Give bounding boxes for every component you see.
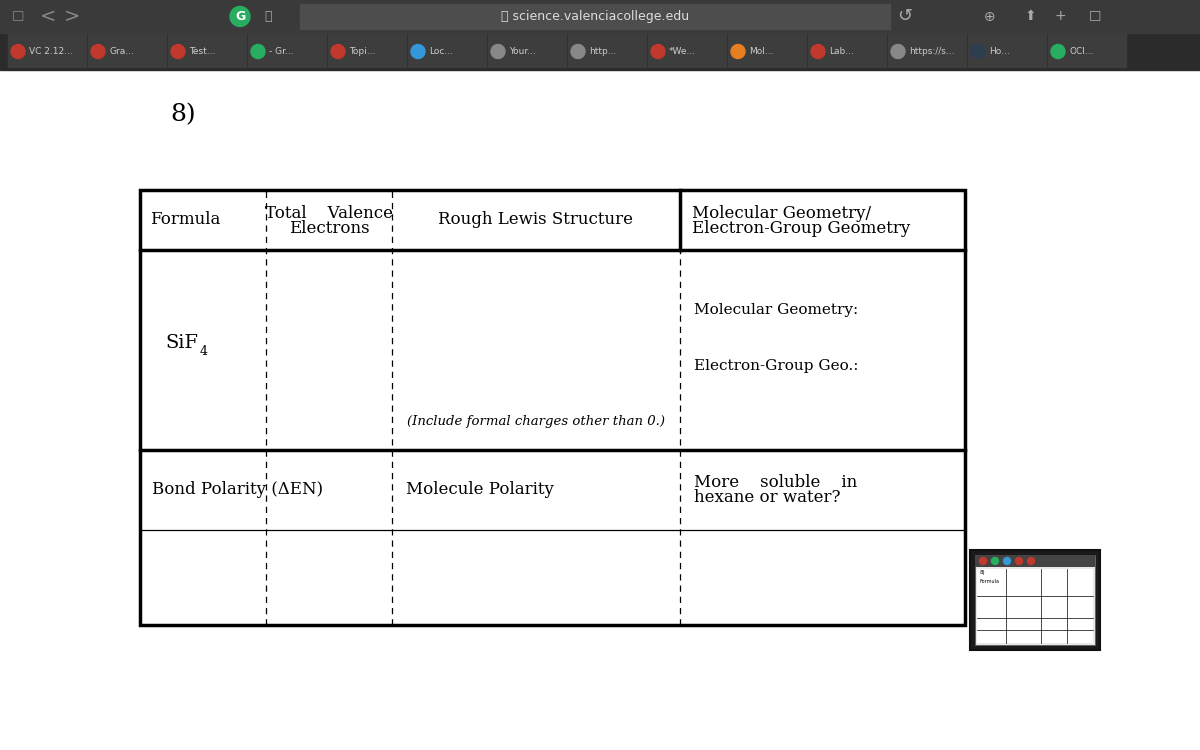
Text: Loc...: Loc... — [430, 47, 454, 56]
Bar — [728, 33, 806, 67]
Text: VC 2.12...: VC 2.12... — [29, 47, 73, 56]
Bar — [968, 33, 1046, 67]
Circle shape — [811, 44, 826, 58]
Circle shape — [979, 557, 986, 565]
Text: *We...: *We... — [670, 47, 696, 56]
Text: ⊕: ⊕ — [984, 10, 996, 23]
Bar — [168, 33, 246, 67]
Text: Electron-Group Geo.:: Electron-Group Geo.: — [694, 358, 858, 373]
Circle shape — [890, 44, 905, 58]
Text: Formula: Formula — [980, 579, 1000, 584]
Circle shape — [331, 44, 346, 58]
Text: Rough Lewis Structure: Rough Lewis Structure — [438, 211, 634, 228]
Circle shape — [251, 44, 265, 58]
Text: Topi...: Topi... — [349, 47, 376, 56]
Circle shape — [172, 44, 185, 58]
Text: Mol...: Mol... — [749, 47, 774, 56]
Text: ☐: ☐ — [1088, 10, 1102, 23]
Circle shape — [1003, 557, 1010, 565]
Text: Electron-Group Geometry: Electron-Group Geometry — [691, 220, 910, 237]
Text: +: + — [1054, 10, 1066, 23]
Bar — [0, 33, 1200, 70]
Circle shape — [1027, 557, 1034, 565]
Text: Your...: Your... — [509, 47, 536, 56]
Text: hexane or water?: hexane or water? — [694, 490, 840, 506]
Bar — [8, 33, 86, 67]
Bar — [974, 555, 1096, 645]
Text: Bond Polarity (ΔEN): Bond Polarity (ΔEN) — [152, 482, 323, 499]
Text: ⬆: ⬆ — [1024, 10, 1036, 23]
Text: More    soluble    in: More soluble in — [694, 475, 857, 491]
Text: >: > — [64, 7, 80, 26]
Circle shape — [410, 44, 425, 58]
Text: Test...: Test... — [190, 47, 215, 56]
Bar — [977, 569, 1093, 643]
Bar — [1048, 33, 1126, 67]
Text: 8): 8) — [170, 104, 196, 127]
Text: Molecule Polarity: Molecule Polarity — [407, 482, 554, 499]
Circle shape — [971, 44, 985, 58]
Text: Formula: Formula — [150, 211, 221, 228]
Bar — [808, 33, 886, 67]
Bar — [88, 33, 166, 67]
Bar — [300, 4, 890, 29]
Text: G: G — [235, 10, 245, 23]
Text: Electrons: Electrons — [289, 220, 370, 237]
Bar — [648, 33, 726, 67]
Circle shape — [11, 44, 25, 58]
Text: https://s...: https://s... — [910, 47, 954, 56]
Text: http...: http... — [589, 47, 617, 56]
Circle shape — [650, 44, 665, 58]
Bar — [408, 33, 486, 67]
Bar — [328, 33, 406, 67]
Text: 🔒 science.valenciacollege.edu: 🔒 science.valenciacollege.edu — [500, 10, 689, 23]
Bar — [248, 33, 326, 67]
Text: 8): 8) — [980, 570, 985, 575]
Circle shape — [91, 44, 106, 58]
Circle shape — [1015, 557, 1022, 565]
Circle shape — [571, 44, 586, 58]
Text: Lab...: Lab... — [829, 47, 854, 56]
Text: SiF: SiF — [166, 334, 198, 352]
Text: Ho...: Ho... — [989, 47, 1009, 56]
Circle shape — [230, 7, 250, 26]
Bar — [970, 550, 1100, 650]
Text: Total    Valence: Total Valence — [265, 206, 394, 222]
Circle shape — [491, 44, 505, 58]
Text: - Gr...: - Gr... — [269, 47, 294, 56]
Text: OCl...: OCl... — [1069, 47, 1093, 56]
Circle shape — [1051, 44, 1066, 58]
Text: 4: 4 — [200, 345, 208, 358]
Text: ↺: ↺ — [898, 8, 912, 26]
Circle shape — [991, 557, 998, 565]
Bar — [0, 0, 1200, 33]
Text: Molecular Geometry:: Molecular Geometry: — [694, 302, 858, 316]
Bar — [888, 33, 966, 67]
Bar — [974, 555, 1096, 567]
Bar — [488, 33, 566, 67]
Bar — [140, 190, 965, 625]
Circle shape — [731, 44, 745, 58]
Text: Gra...: Gra... — [109, 47, 134, 56]
Text: ⛨: ⛨ — [264, 10, 271, 23]
Text: Molecular Geometry/: Molecular Geometry/ — [691, 206, 871, 222]
Bar — [568, 33, 646, 67]
Text: <: < — [40, 7, 56, 26]
Text: (Include formal charges other than 0.): (Include formal charges other than 0.) — [407, 415, 665, 428]
Text: ☐: ☐ — [12, 10, 24, 23]
